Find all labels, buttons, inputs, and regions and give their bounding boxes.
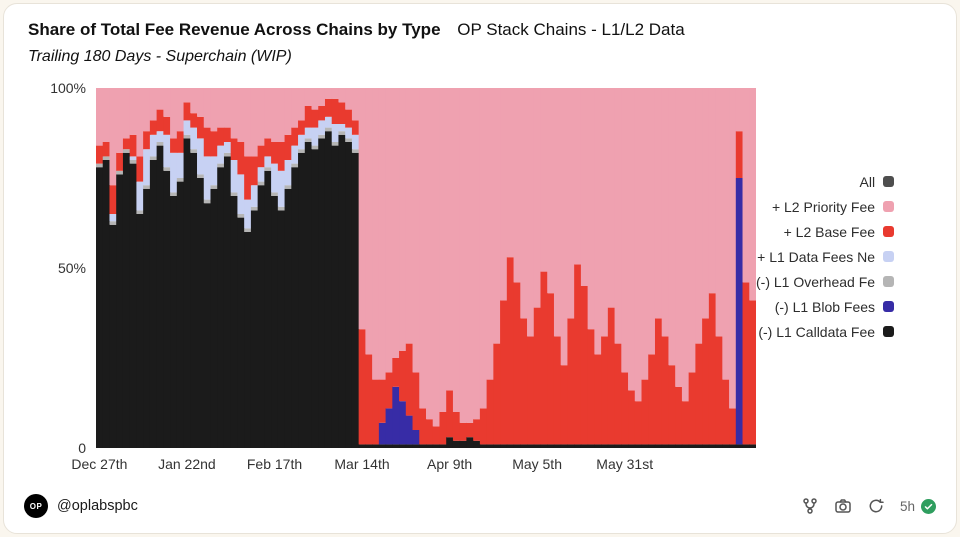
legend-swatch bbox=[883, 276, 895, 288]
author-handle[interactable]: @oplabspbc bbox=[57, 498, 138, 514]
plot-area: Dec 27th Jan 22nd Feb 17th Mar 14th Apr 9th M… bbox=[71, 87, 756, 480]
legend-label: + L2 Base Fee bbox=[783, 223, 876, 240]
legend-label: + L2 Priority Fee bbox=[771, 198, 876, 215]
legend-swatch bbox=[883, 326, 895, 338]
stacked-bar-chart[interactable] bbox=[96, 87, 756, 448]
x-axis-tick-label: Dec 27th bbox=[71, 455, 128, 472]
x-axis-tick-label: Mar 14th bbox=[334, 455, 390, 472]
title-suffix: OP Stack Chains - L1/L2 Data bbox=[457, 20, 685, 39]
title-line: Share of Total Fee Revenue Across Chains… bbox=[28, 19, 932, 42]
x-axis: Dec 27th Jan 22nd Feb 17th Mar 14th Apr 9th M… bbox=[71, 455, 756, 480]
chart-area: 100% 50% 0 Dec 27th Jan 22nd Feb 17th Mar 14t… bbox=[4, 80, 956, 480]
page-title: Share of Total Fee Revenue Across Chains… bbox=[28, 20, 441, 39]
legend-item-all[interactable]: All bbox=[860, 172, 895, 192]
freshness-indicator: 5h bbox=[899, 498, 936, 514]
legend-item-l1-data-fees-net[interactable]: + L1 Data Fees Ne bbox=[757, 247, 895, 267]
legend-label: + L1 Data Fees Ne bbox=[757, 248, 876, 265]
legend-label: (-) L1 Overhead Fe bbox=[756, 273, 876, 290]
x-axis-tick-label: May 5th bbox=[512, 455, 562, 472]
y-axis-tick-label: 0 bbox=[78, 439, 86, 456]
legend-swatch bbox=[883, 176, 895, 188]
chart-card: Share of Total Fee Revenue Across Chains… bbox=[3, 3, 957, 534]
y-axis: 100% 50% 0 bbox=[4, 80, 96, 456]
camera-icon[interactable] bbox=[834, 497, 852, 515]
author[interactable]: OP @oplabspbc bbox=[24, 494, 138, 518]
y-axis-tick-label: 50% bbox=[57, 259, 86, 276]
x-axis-tick-label: Apr 9th bbox=[427, 455, 473, 472]
x-axis-tick-label: May 31st bbox=[596, 455, 654, 472]
x-axis-tick-label: Feb 17th bbox=[246, 455, 303, 472]
legend-swatch bbox=[883, 226, 895, 238]
footer-actions: 5h bbox=[801, 497, 936, 515]
legend-swatch bbox=[883, 201, 895, 213]
legend-item-l2-base-fee[interactable]: + L2 Base Fee bbox=[783, 222, 895, 242]
y-axis-tick-label: 100% bbox=[50, 79, 86, 96]
fork-icon[interactable] bbox=[801, 497, 819, 515]
refresh-history-icon[interactable] bbox=[867, 497, 885, 515]
freshness-time: 5h bbox=[899, 498, 915, 514]
oplabs-avatar[interactable]: OP bbox=[24, 494, 48, 518]
legend-label: All bbox=[859, 173, 876, 190]
legend-item-l1-overhead-fee[interactable]: (-) L1 Overhead Fe bbox=[756, 272, 895, 292]
legend-swatch bbox=[883, 301, 895, 313]
chart-footer: OP @oplabspbc bbox=[4, 487, 956, 533]
x-axis-tick-label: Jan 22nd bbox=[158, 455, 216, 472]
legend-label: (-) L1 Calldata Fee bbox=[758, 323, 876, 340]
chart-legend: All + L2 Priority Fee + L2 Base Fee + L1 Da… bbox=[756, 88, 956, 480]
legend-label: (-) L1 Blob Fees bbox=[774, 298, 876, 315]
legend-item-l2-priority-fee[interactable]: + L2 Priority Fee bbox=[771, 197, 895, 217]
check-icon bbox=[921, 498, 936, 514]
legend-swatch bbox=[883, 251, 895, 263]
legend-item-l1-calldata-fee[interactable]: (-) L1 Calldata Fee bbox=[758, 322, 895, 342]
chart-subtitle: Trailing 180 Days - Superchain (WIP) bbox=[28, 47, 292, 65]
chart-header: Share of Total Fee Revenue Across Chains… bbox=[4, 4, 956, 66]
legend-item-l1-blob-fees[interactable]: (-) L1 Blob Fees bbox=[774, 297, 895, 317]
